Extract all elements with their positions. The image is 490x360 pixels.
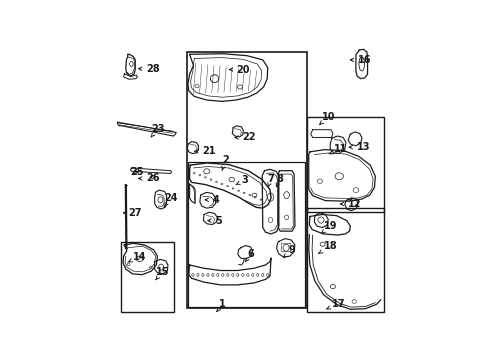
Text: 17: 17 [326,299,345,309]
Text: 19: 19 [321,221,337,234]
Text: 11: 11 [329,144,348,154]
Text: 23: 23 [151,124,164,137]
Text: 26: 26 [139,174,159,184]
Text: 7: 7 [268,174,274,187]
Text: 10: 10 [319,112,335,125]
Text: 22: 22 [235,132,256,143]
Text: 3: 3 [236,175,248,185]
Text: 20: 20 [229,64,250,75]
Text: 15: 15 [155,267,169,280]
Text: 27: 27 [123,208,141,218]
Text: 21: 21 [195,146,215,156]
Text: 9: 9 [284,245,295,257]
Text: 2: 2 [221,155,229,170]
Text: 24: 24 [164,193,177,206]
Text: 25: 25 [130,167,144,177]
Text: 5: 5 [208,216,222,226]
Text: 6: 6 [245,249,254,262]
Bar [188,162,305,306]
Bar [307,208,384,311]
Text: 18: 18 [318,240,338,253]
Text: 4: 4 [205,195,219,205]
Text: 28: 28 [139,64,159,74]
Bar [307,117,384,212]
Text: 16: 16 [350,55,371,65]
Bar [187,51,307,308]
Bar [121,242,173,311]
Text: 12: 12 [341,199,361,209]
Text: 13: 13 [349,142,370,152]
Text: 1: 1 [217,299,226,312]
Text: 14: 14 [128,252,147,262]
Text: 8: 8 [276,174,283,187]
